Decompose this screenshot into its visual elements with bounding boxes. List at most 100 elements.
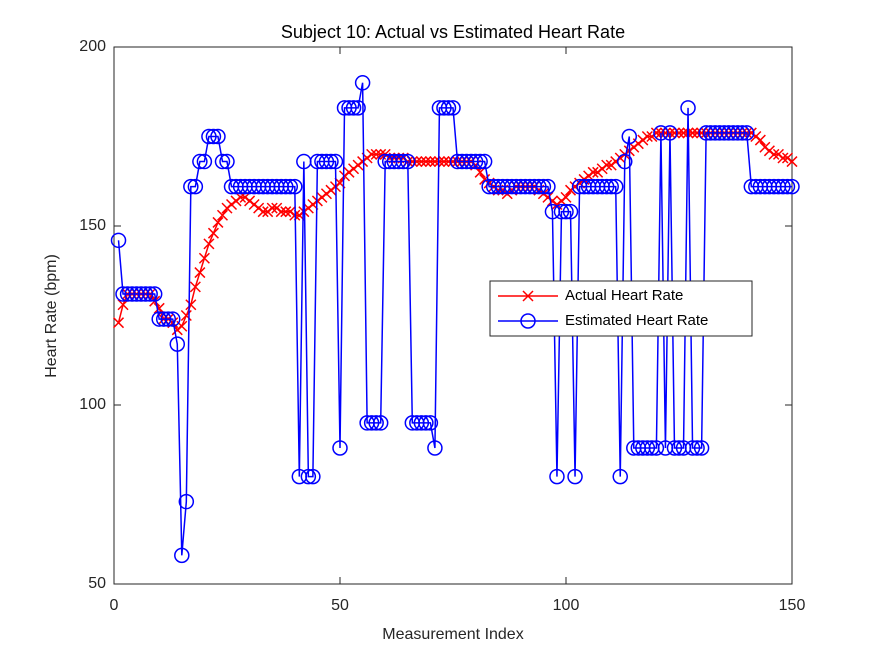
data-point [183,178,199,195]
data-point [562,203,579,220]
legend-box [489,280,753,337]
data-point [739,125,755,141]
data-point [601,159,613,171]
legend-label: Actual Heart Rate [565,287,683,304]
data-point [178,493,195,510]
data-point [558,203,574,220]
data-point [786,156,798,168]
data-point [350,100,366,116]
y-tick-label: 50 [88,575,106,592]
legend: Actual Heart Rate Estimated Heart Rate [489,280,753,337]
x-axis-label: Measurement Index [382,626,523,643]
y-tick-label: 150 [79,217,106,234]
data-point [203,238,215,250]
data-point [639,440,656,456]
y-axis-label: Heart Rate (bpm) [43,254,60,378]
data-point [427,440,443,456]
data-point [165,311,181,327]
data-point [418,415,434,431]
data-point [662,125,678,141]
data-point [142,286,158,302]
data-point [438,156,450,168]
data-point [612,468,628,485]
x-tick-label: 150 [779,597,806,614]
x-tick-label: 50 [331,597,349,614]
data-point [155,311,172,327]
data-point [687,127,699,139]
data-point [540,178,556,195]
data-point [659,127,671,139]
data-point [472,153,488,170]
data-point [648,440,665,456]
data-point [680,100,696,116]
data-point [777,152,789,164]
data-point [689,440,705,456]
data-point [192,153,208,170]
data-point [598,178,615,195]
data-point [768,148,780,160]
data-point [607,178,624,195]
data-point [587,166,599,178]
data-point [734,125,751,141]
data-point [553,203,570,220]
data-point [445,100,461,116]
data-point [415,156,427,168]
data-point [300,468,317,485]
data-point [436,100,452,116]
data-point [194,267,206,279]
y-tick-label: 100 [79,396,106,413]
data-point [323,153,339,170]
data-point [650,127,662,139]
data-point [287,178,303,195]
data-point [332,440,348,456]
data-point [693,440,710,456]
data-point [318,153,335,170]
data-point [146,286,163,302]
data-point [621,128,638,145]
data-point [189,281,201,293]
data-point [653,125,669,141]
data-point [549,468,565,485]
data-point [413,415,430,431]
data-point [422,415,439,431]
data-point [110,232,127,249]
data-point [754,134,766,146]
legend-marker [520,313,536,329]
data-point [784,178,800,195]
data-point [366,148,378,160]
data-point [641,130,653,143]
legend-label: Estimated Heart Rate [565,312,708,329]
data-point [467,153,484,170]
data-point [207,227,219,239]
data-point [684,440,701,456]
data-point [278,178,294,195]
data-point [567,468,583,485]
data-point [196,153,213,170]
data-point [257,206,269,218]
data-point [354,75,371,91]
data-point [282,178,299,195]
data-point [531,178,547,195]
data-point [730,125,746,141]
data-point [185,299,197,311]
data-point [617,153,633,170]
y-tick-label: 200 [79,38,106,55]
data-point [560,191,572,203]
data-point [214,153,231,170]
data-point [137,286,154,302]
data-point [666,440,683,456]
data-point [275,206,287,218]
data-point [210,128,226,145]
data-point [440,100,457,116]
data-point [266,202,278,214]
data-point [198,252,210,264]
data-point [603,178,619,195]
x-tick-label: 0 [110,597,119,614]
data-point [187,178,204,195]
chart-title: Subject 10: Actual vs Estimated Heart Ra… [281,22,625,42]
data-point [345,100,362,116]
data-point [160,311,176,327]
data-point [219,153,235,170]
data-point [363,415,380,431]
